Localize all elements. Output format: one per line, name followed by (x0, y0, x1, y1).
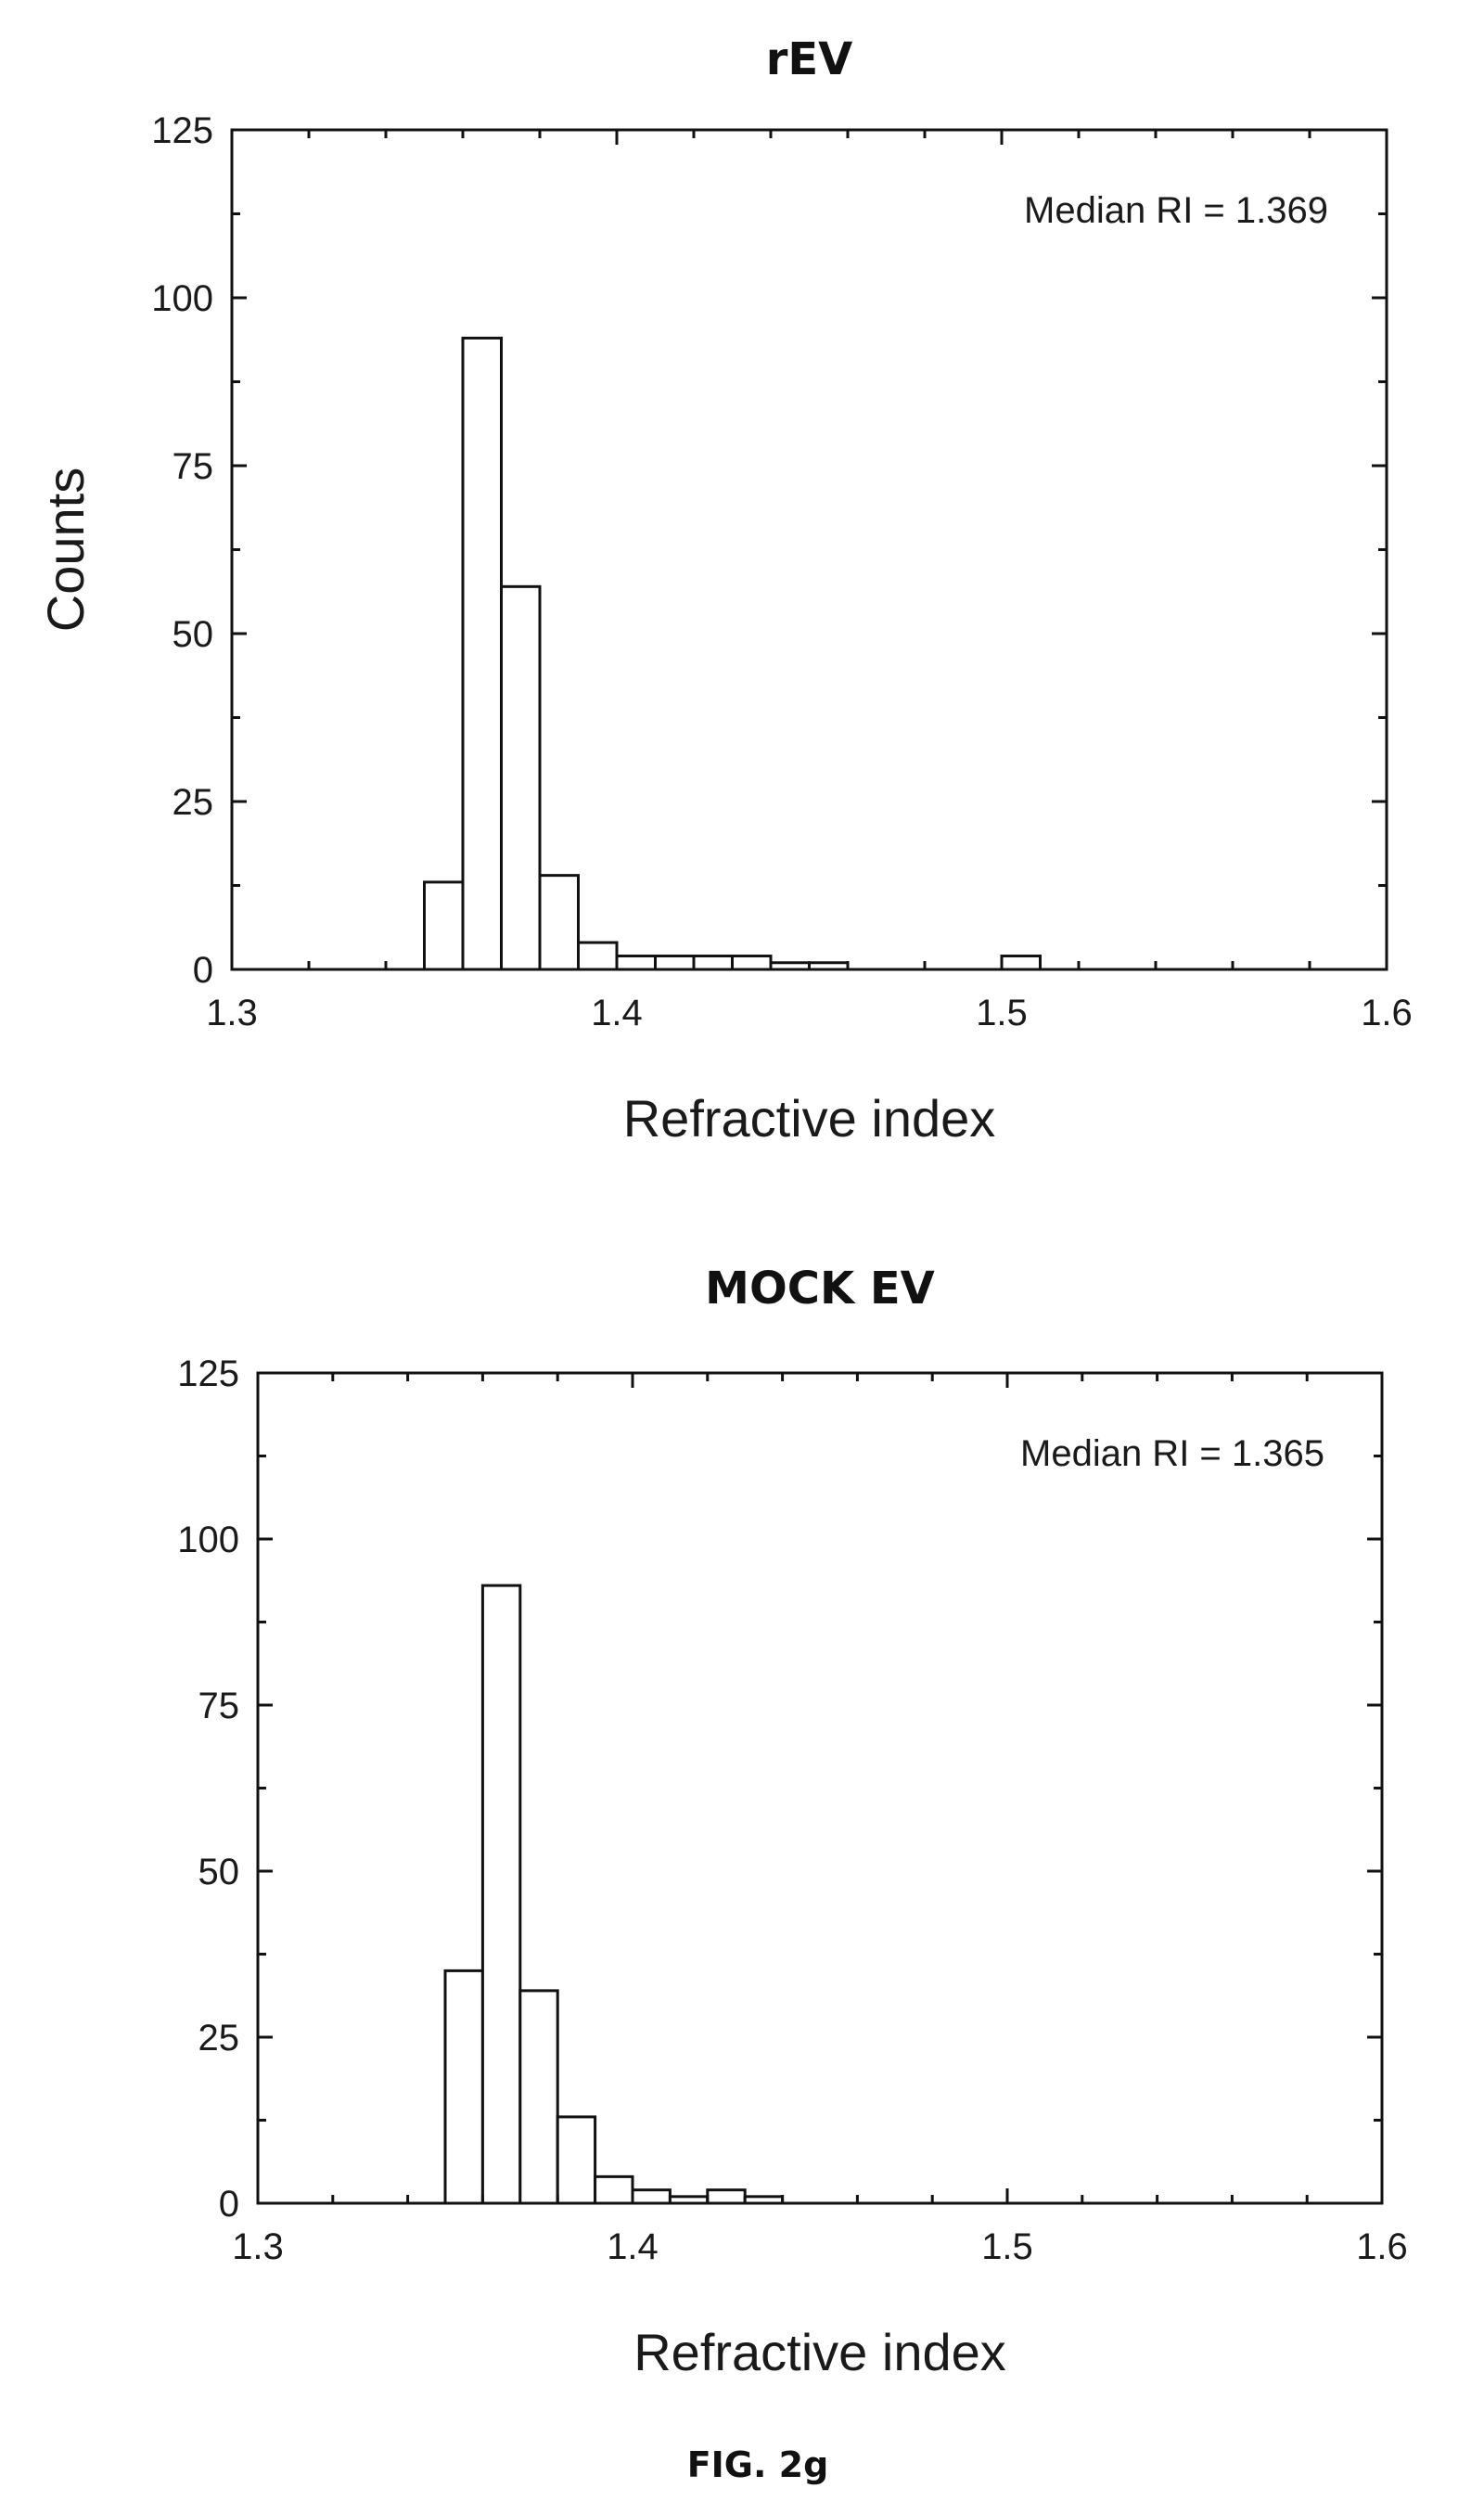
y-tick-label: 75 (173, 446, 214, 487)
histogram-bar (423, 880, 465, 971)
histogram-bar (1000, 955, 1042, 971)
histogram-bar (556, 2115, 597, 2205)
x-tick-label: 1.3 (232, 2226, 284, 2267)
x-tick-label: 1.4 (591, 993, 643, 1033)
histogram-bar (594, 2174, 634, 2205)
plot-frame (230, 128, 1388, 971)
chart-panel-rev: rEV 1.3 1.4 1.5 1.6 0 25 50 75 100 125 Refractive i… (36, 33, 1413, 1148)
y-tick-label: 0 (219, 2184, 239, 2225)
y-tick-label: 0 (193, 950, 213, 991)
histogram-bar (654, 955, 696, 971)
histogram-bar (631, 2188, 672, 2205)
x-axis-label: Refractive index (633, 2323, 1006, 2381)
x-tick-label: 1.5 (976, 993, 1028, 1033)
x-axis-label: Refractive index (623, 1089, 996, 1148)
chart-title: rEV (766, 33, 853, 85)
plot-frame (256, 1371, 1384, 2205)
x-tick-label: 1.6 (1361, 993, 1413, 1033)
y-tick-label: 100 (177, 1520, 239, 1560)
median-annotation: Median RI = 1.365 (1020, 1433, 1324, 1474)
histogram-bar (615, 955, 657, 971)
histogram-bar (577, 941, 619, 971)
histogram-bar (692, 955, 734, 971)
histogram-bar (461, 336, 503, 971)
y-tick-label: 125 (177, 1353, 239, 1394)
chart-title: MOCK EV (705, 1263, 935, 1315)
y-tick-label: 100 (151, 278, 213, 319)
histogram-bar (706, 2188, 747, 2205)
histogram-bar (443, 1969, 484, 2205)
y-tick-label: 25 (198, 2018, 240, 2059)
y-tick-label: 50 (173, 614, 214, 655)
histogram-bar (518, 1989, 559, 2205)
x-tick-label: 1.3 (206, 993, 258, 1033)
x-tick-label: 1.4 (607, 2226, 659, 2267)
x-tick-label: 1.5 (981, 2226, 1033, 2267)
histogram-bar (480, 1584, 522, 2205)
median-annotation: Median RI = 1.369 (1024, 190, 1328, 231)
y-tick-label: 125 (151, 110, 213, 151)
y-axis-label: Counts (36, 468, 95, 632)
figure-caption: FIG. 2g (687, 2444, 829, 2485)
y-tick-label: 50 (198, 1852, 240, 1892)
histogram-bar (731, 955, 773, 971)
y-tick-label: 25 (173, 782, 214, 823)
x-tick-label: 1.6 (1356, 2226, 1408, 2267)
histogram-bar (538, 874, 580, 971)
y-tick-label: 75 (198, 1686, 240, 1726)
chart-panel-mock-ev: MOCK EV 1.3 1.4 1.5 1.6 0 25 50 75 100 125 Refracti… (177, 1263, 1408, 2381)
histogram-bar (500, 584, 542, 971)
